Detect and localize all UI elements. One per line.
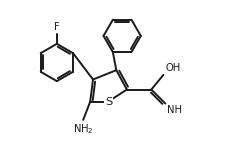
Text: OH: OH	[165, 63, 180, 73]
Text: S: S	[105, 97, 112, 107]
Text: NH$_2$: NH$_2$	[73, 123, 93, 136]
Text: NH: NH	[166, 105, 181, 115]
Text: F: F	[54, 22, 59, 32]
